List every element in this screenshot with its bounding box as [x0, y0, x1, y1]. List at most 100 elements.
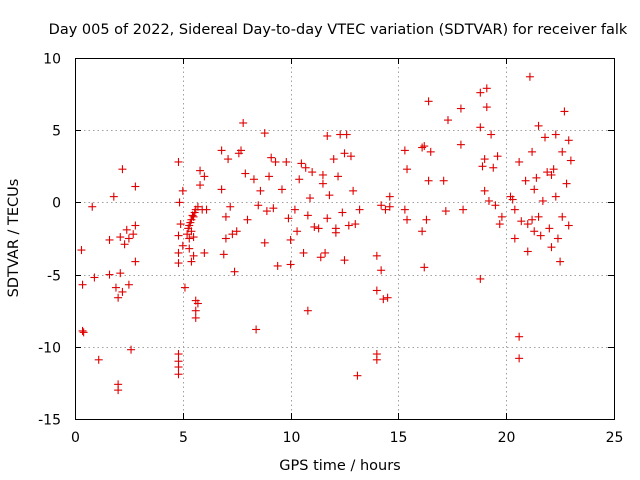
- x-tick-label: 25: [606, 430, 624, 446]
- data-point: [497, 212, 506, 221]
- data-point: [200, 248, 209, 257]
- data-point: [523, 220, 532, 229]
- data-points: [77, 72, 575, 395]
- data-point: [249, 175, 258, 184]
- data-point: [482, 103, 491, 112]
- data-point: [217, 146, 226, 155]
- data-point: [131, 257, 140, 266]
- data-point: [495, 220, 504, 229]
- data-point: [517, 217, 526, 226]
- data-point: [174, 157, 183, 166]
- data-point: [239, 118, 248, 127]
- data-point: [420, 263, 429, 272]
- data-point: [79, 328, 88, 337]
- data-point: [202, 205, 211, 214]
- data-point: [265, 172, 274, 181]
- data-point: [426, 147, 435, 156]
- data-point: [528, 215, 537, 224]
- data-point: [306, 194, 315, 203]
- data-point: [127, 345, 136, 354]
- data-point: [178, 186, 187, 195]
- data-point: [175, 198, 184, 207]
- x-tick-label: 15: [390, 430, 408, 446]
- data-point: [476, 274, 485, 283]
- data-point: [187, 257, 196, 266]
- data-point: [293, 227, 302, 236]
- data-point: [241, 169, 250, 178]
- data-point: [566, 156, 575, 165]
- data-point: [547, 243, 556, 252]
- data-point: [221, 234, 230, 243]
- data-point: [443, 116, 452, 125]
- data-point: [174, 370, 183, 379]
- data-point: [377, 266, 386, 275]
- data-point: [424, 176, 433, 185]
- data-point: [331, 228, 340, 237]
- data-point: [178, 241, 187, 250]
- data-point: [114, 293, 123, 302]
- data-point: [493, 152, 502, 161]
- data-point: [176, 220, 185, 229]
- data-point: [562, 179, 571, 188]
- data-point: [290, 205, 299, 214]
- data-point: [323, 214, 332, 223]
- data-point: [340, 256, 349, 265]
- data-point: [277, 185, 286, 194]
- x-axis-label: GPS time / hours: [279, 458, 400, 474]
- data-point: [189, 251, 198, 260]
- data-point: [196, 166, 205, 175]
- data-point: [441, 207, 450, 216]
- data-point: [90, 273, 99, 282]
- data-point: [310, 222, 319, 231]
- data-point: [114, 386, 123, 395]
- data-point: [480, 155, 489, 164]
- data-point: [534, 212, 543, 221]
- y-tick-label: -10: [38, 341, 61, 357]
- data-point: [273, 261, 282, 270]
- data-point: [487, 130, 496, 139]
- data-point: [282, 157, 291, 166]
- data-point: [476, 123, 485, 132]
- data-point: [484, 196, 493, 205]
- data-point: [286, 260, 295, 269]
- data-point: [185, 244, 194, 253]
- data-point: [547, 170, 556, 179]
- data-point: [120, 240, 129, 249]
- data-point: [174, 259, 183, 268]
- data-point: [418, 143, 427, 152]
- data-point: [256, 186, 265, 195]
- data-point: [131, 221, 140, 230]
- data-point: [295, 175, 304, 184]
- data-point: [541, 133, 550, 142]
- data-point: [118, 165, 127, 174]
- data-point: [530, 185, 539, 194]
- data-point: [284, 214, 293, 223]
- data-point: [94, 355, 103, 364]
- data-point: [560, 107, 569, 116]
- data-point: [372, 286, 381, 295]
- x-tick-labels: 0 5 10 15 20 25: [71, 430, 623, 446]
- data-point: [303, 211, 312, 220]
- data-point: [349, 186, 358, 195]
- data-point: [543, 168, 552, 177]
- data-point: [174, 350, 183, 359]
- x-tick-label: 20: [498, 430, 516, 446]
- data-point: [385, 192, 394, 201]
- data-point: [420, 142, 429, 151]
- data-point: [193, 202, 202, 211]
- data-point: [549, 165, 558, 174]
- data-point: [532, 173, 541, 182]
- data-point: [510, 205, 519, 214]
- data-point: [316, 253, 325, 262]
- data-point: [314, 224, 323, 233]
- data-point: [422, 215, 431, 224]
- data-point: [424, 97, 433, 106]
- data-point: [301, 163, 310, 172]
- data-point: [418, 227, 427, 236]
- data-point: [346, 152, 355, 161]
- data-point: [262, 207, 271, 216]
- data-point: [353, 371, 362, 380]
- data-point: [482, 84, 491, 93]
- data-point: [558, 212, 567, 221]
- data-point: [129, 230, 138, 239]
